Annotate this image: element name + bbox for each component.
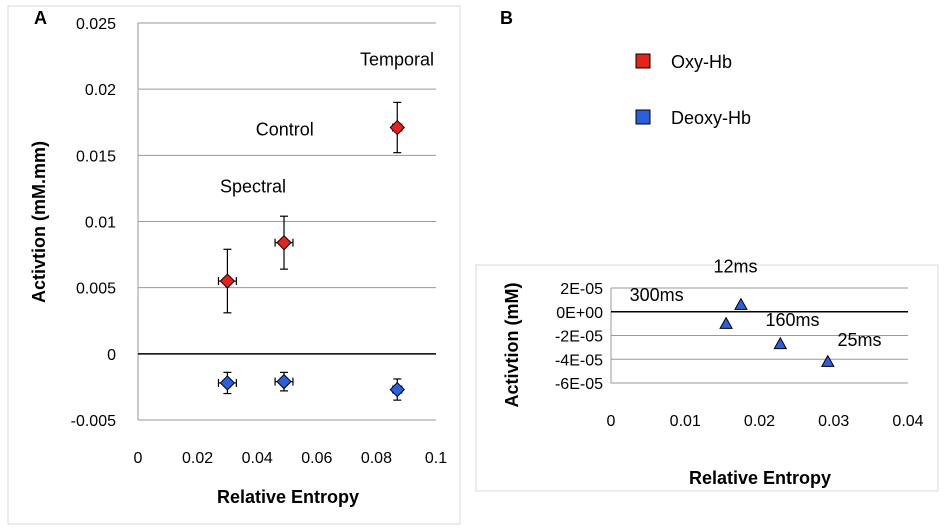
chart-b-x-tick-label: 0.03 [818,413,849,430]
legend: Oxy-Hb Deoxy-Hb [635,52,751,128]
chart-a-x-tick-label: 0.08 [361,450,392,467]
chart-a-oxy-hb-point [389,119,405,136]
chart-a-gridlines [137,22,436,421]
chart-b-annotation: 12ms [713,257,757,277]
chart-b-deoxy-hb-point [719,316,733,329]
chart-b-y-tick-label: -6E-05 [555,376,603,393]
chart-b-y-tick-label: 2E-05 [560,281,603,298]
chart-a-oxy-hb-point [276,234,292,251]
panel-b-label: B [500,8,513,28]
chart-b-annotation: 300ms [630,285,684,305]
chart-a: A -0.005 0 0.005 0.01 0.015 0.02 0.025 0 0.02 0.… [7,5,461,525]
chart-a-annotation: Control [256,119,314,139]
chart-a-y-tick-label: 0.005 [76,281,116,298]
chart-a-deoxy-hb-point [219,375,236,391]
chart-a-x-tick-label: 0.1 [425,450,447,467]
chart-b-y-tick-label: 0E+00 [556,305,603,322]
chart-b-y-ticks: -6E-05 -4E-05 -2E-05 0E+00 2E-05 [555,281,603,393]
chart-b-deoxy-hb-point [773,336,788,350]
chart-a-y-ticks: -0.005 0 0.005 0.01 0.015 0.02 0.025 [71,16,116,430]
legend-swatch-deoxy-hb [635,109,651,125]
chart-a-x-ticks: 0 0.02 0.04 0.06 0.08 0.1 [134,450,448,467]
chart-a-annotation: Temporal [360,49,434,69]
chart-a-frame [7,5,461,525]
chart-a-deoxy-hb-point [389,381,405,398]
chart-a-y-tick-label: 0.025 [76,16,116,33]
chart-a-deoxy-hb-point [276,373,292,390]
chart-a-annotations: Spectral Control Temporal [220,49,434,196]
chart-b-annotations: 12ms 300ms 160ms 25ms [630,257,882,351]
panel-a-label: A [34,8,47,28]
chart-b-deoxy-hb-point [820,354,835,367]
chart-b-frame [475,264,939,492]
chart-b-deoxy-hb-point [734,297,748,310]
chart-a-y-tick-label: 0.02 [85,82,116,99]
legend-label-deoxy-hb: Deoxy-Hb [671,108,751,128]
chart-a-y-tick-label: 0 [107,347,116,364]
chart-b: B Oxy-Hb Deoxy-Hb -6E-05 -4E-05 -2E-05 0E+0… [475,8,939,492]
chart-a-x-tick-label: 0.06 [301,450,332,467]
chart-b-y-tick-label: -4E-05 [555,352,603,369]
chart-b-x-tick-label: 0.01 [670,413,701,430]
chart-b-x-tick-label: 0 [607,413,616,430]
chart-a-x-tick-label: 0 [134,450,143,467]
chart-b-x-axis-label: Relative Entropy [689,468,831,488]
chart-a-y-axis-label: Activtion (mM.mm) [29,141,49,303]
chart-a-y-tick-label: -0.005 [71,413,116,430]
chart-a-x-axis-label: Relative Entropy [217,487,359,507]
chart-a-marks [217,101,405,401]
chart-b-y-axis-label: Activtion (mM) [502,283,522,408]
chart-a-x-tick-label: 0.02 [182,450,213,467]
chart-b-gridlines [610,287,908,384]
chart-a-oxy-hb-point [219,273,236,289]
chart-b-x-ticks: 0 0.01 0.02 0.03 0.04 [607,413,924,430]
chart-b-x-tick-label: 0.04 [892,413,923,430]
chart-b-annotation: 25ms [837,330,881,350]
chart-a-y-tick-label: 0.015 [76,148,116,165]
chart-b-y-tick-label: -2E-05 [555,329,603,346]
chart-a-annotation: Spectral [220,176,286,196]
chart-b-x-tick-label: 0.02 [744,413,775,430]
chart-a-x-tick-label: 0.04 [242,450,273,467]
chart-a-y-tick-label: 0.01 [85,215,116,232]
chart-b-marks [719,297,835,367]
legend-label-oxy-hb: Oxy-Hb [671,52,732,72]
legend-swatch-oxy-hb [635,53,651,69]
chart-b-annotation: 160ms [765,310,819,330]
